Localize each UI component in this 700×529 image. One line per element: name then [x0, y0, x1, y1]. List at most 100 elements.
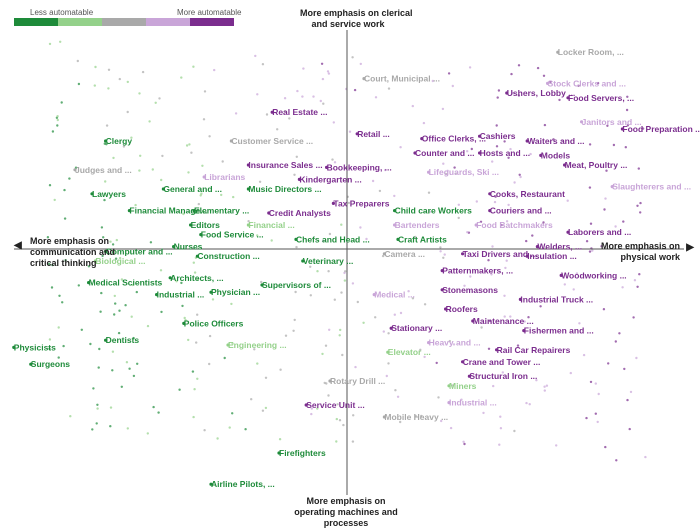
background-dot: [385, 374, 388, 378]
point-label: Ushers, Lobby ...: [507, 88, 576, 98]
background-dot: [506, 192, 510, 195]
background-dot: [475, 200, 478, 203]
background-dot: [384, 168, 387, 172]
background-dot: [396, 395, 400, 398]
background-dot: [105, 143, 108, 146]
right-axis-title-line1: More emphasis on: [600, 241, 680, 251]
legend-more-label: More automatable: [177, 8, 242, 17]
background-dot: [276, 128, 279, 131]
labeled-point: Judges and ...: [73, 165, 132, 175]
background-dot: [57, 356, 60, 359]
point-label: Physicists: [14, 342, 56, 352]
point-marker: [620, 127, 625, 131]
background-dot: [80, 328, 84, 331]
background-dot: [558, 98, 561, 102]
background-dot: [463, 284, 466, 287]
point-label: Architects, ...: [170, 273, 223, 283]
background-dot: [572, 288, 575, 291]
background-dot: [513, 429, 516, 433]
point-marker: [559, 273, 563, 277]
background-dot: [92, 387, 95, 390]
labeled-point: Computer and ...: [104, 246, 173, 256]
background-dot: [149, 241, 153, 244]
background-dot: [134, 203, 137, 207]
point-marker: [362, 77, 366, 81]
point-marker: [546, 81, 550, 85]
point-marker: [229, 139, 233, 143]
background-dot: [490, 273, 493, 276]
labeled-point: Food Batchmakers: [474, 220, 553, 230]
background-dot: [499, 415, 502, 418]
labeled-point: Janitors and ...: [580, 117, 642, 127]
point-label: Couriers and ...: [490, 206, 552, 216]
background-dot: [146, 432, 149, 435]
point-label: Food Service ...: [201, 230, 264, 240]
background-dot: [454, 172, 457, 175]
background-dot: [387, 332, 390, 335]
background-dot: [158, 97, 161, 100]
background-dot: [636, 204, 639, 207]
labeled-point: Physician ...: [209, 287, 260, 297]
background-dot: [333, 161, 337, 164]
background-dot: [180, 76, 183, 79]
labeled-point: Veterinary ...: [301, 256, 353, 266]
background-dot: [284, 334, 288, 337]
background-dot: [488, 319, 492, 323]
point-marker: [535, 245, 540, 249]
background-dot: [589, 380, 593, 384]
background-dot: [446, 169, 449, 172]
background-dot: [359, 226, 362, 229]
background-dot: [102, 236, 105, 239]
background-dot: [196, 277, 199, 281]
background-dot: [374, 316, 377, 319]
point-marker: [413, 151, 417, 155]
point-label: Insulation ...: [527, 251, 577, 261]
labeled-point: Cooks, Restaurant: [488, 189, 565, 199]
background-dot: [437, 396, 440, 399]
point-marker: [104, 139, 108, 143]
legend-swatch-5: [190, 18, 234, 26]
point-label: Firefighters: [279, 448, 326, 458]
background-dot: [442, 162, 445, 165]
background-dot: [120, 278, 124, 281]
background-dot: [250, 398, 253, 401]
background-dot: [64, 259, 67, 262]
background-dot: [519, 175, 522, 179]
point-label: Industrial ...: [157, 290, 205, 300]
background-dot: [109, 406, 113, 409]
background-dot: [57, 326, 60, 329]
point-label: Elementary ...: [194, 206, 249, 216]
labeled-point: Rail Car Repairers: [495, 345, 571, 355]
background-dot: [539, 305, 542, 308]
point-marker: [539, 153, 543, 157]
labeled-point: Medical ...: [372, 290, 415, 300]
background-dot: [528, 403, 531, 406]
background-dot: [201, 210, 205, 213]
labeled-point: Surgeons: [29, 359, 70, 369]
labeled-point: Waiters and ...: [525, 136, 585, 146]
background-dot: [302, 67, 305, 70]
background-dot: [625, 108, 629, 112]
background-dot: [59, 40, 62, 43]
point-label: Lifeguards, Ski ...: [429, 167, 499, 177]
point-label: Dentists: [106, 335, 140, 345]
background-dot: [448, 309, 452, 313]
background-dot: [624, 146, 627, 149]
background-dot: [202, 118, 206, 121]
labeled-point: Patternmakers, ...: [440, 266, 513, 276]
background-dot: [203, 429, 206, 432]
background-dot: [382, 330, 385, 333]
background-dot: [500, 223, 503, 227]
background-dot: [112, 156, 115, 160]
background-dot: [463, 442, 466, 446]
point-marker: [104, 338, 108, 342]
point-marker: [304, 403, 308, 407]
background-dot: [507, 203, 510, 207]
background-dot: [278, 438, 282, 441]
background-dot: [326, 70, 330, 73]
background-dot: [638, 273, 641, 276]
labeled-point: Financial ...: [246, 220, 295, 230]
background-dot: [577, 84, 580, 87]
labeled-point: Counter and ...: [413, 148, 475, 158]
background-dot: [399, 420, 402, 424]
